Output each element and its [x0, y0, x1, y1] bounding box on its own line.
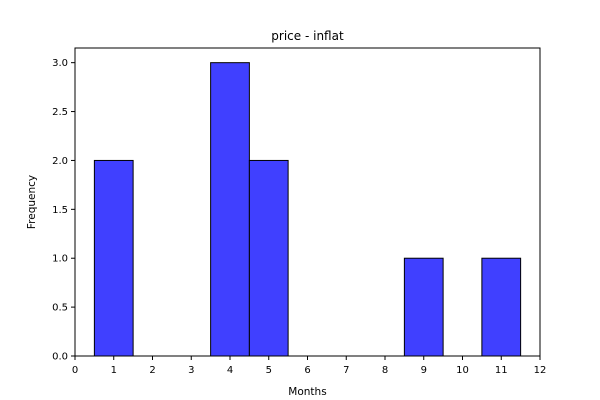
histogram-bar-8	[403, 257, 444, 357]
y-tick-label: 0.5	[52, 303, 68, 314]
x-tick-label: 6	[304, 365, 310, 376]
x-tick-label: 11	[495, 365, 508, 376]
y-tick-label: 3.0	[52, 58, 68, 69]
histogram-bar-10	[481, 257, 522, 357]
x-tick-label: 7	[343, 365, 349, 376]
x-tick-label: 1	[111, 365, 117, 376]
y-tick-label: 2.0	[52, 156, 68, 167]
x-tick-label: 3	[188, 365, 194, 376]
x-tick-label: 12	[534, 365, 547, 376]
y-tick-label: 1.5	[52, 205, 68, 216]
x-tick-label: 10	[456, 365, 469, 376]
x-tick-label: 0	[72, 365, 78, 376]
chart-title: price - inflat	[271, 29, 344, 43]
histogram-bar-3	[210, 62, 250, 357]
x-tick-label: 5	[266, 365, 272, 376]
x-tick-label: 4	[227, 365, 233, 376]
x-tick-label: 2	[149, 365, 155, 376]
y-axis-label: Frequency	[26, 175, 38, 229]
plot-frame	[74, 47, 541, 357]
x-axis-label: Months	[288, 386, 326, 398]
x-tick-label: 8	[382, 365, 388, 376]
bars-group	[93, 62, 522, 357]
histogram-bar-4	[248, 159, 289, 357]
histogram-bar-0	[93, 159, 134, 357]
x-tick-label: 9	[421, 365, 427, 376]
y-tick-label: 1.0	[52, 254, 68, 265]
y-tick-label: 0.0	[52, 352, 68, 363]
y-axis: 0.0 0.5 1.0 1.5 2.0 2.5 3.0	[52, 58, 75, 363]
x-axis: 0 1 2 3 4 5 6 7 8 9 10 11 12	[72, 356, 547, 376]
y-tick-label: 2.5	[52, 107, 68, 118]
